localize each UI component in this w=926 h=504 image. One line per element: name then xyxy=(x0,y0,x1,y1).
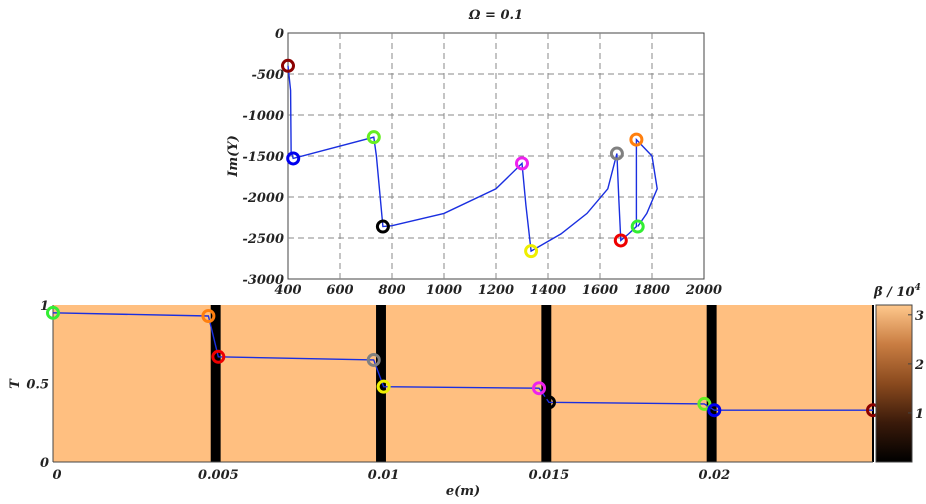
top-chart-marker xyxy=(524,244,539,259)
bottom-chart-x-tick-label: 0.01 xyxy=(368,468,400,483)
top-chart-y-tick-label: -3000 xyxy=(242,273,284,288)
bottom-chart-marker xyxy=(201,308,216,323)
bottom-chart-band xyxy=(210,305,221,462)
top-chart-markers xyxy=(281,58,645,259)
top-chart-y-tick-label: -2000 xyxy=(242,191,284,206)
top-chart-y-tick-label: 0 xyxy=(275,27,284,42)
top-chart-trajectory-line xyxy=(287,65,658,253)
top-chart-series xyxy=(287,65,658,253)
top-chart-x-tick-label: 600 xyxy=(326,283,353,298)
bottom-chart-marker xyxy=(46,305,60,320)
colorbar-label-exponent: 4 xyxy=(915,283,921,293)
bottom-chart-band xyxy=(706,305,717,462)
top-chart-marker xyxy=(366,130,381,145)
top-chart-x-tick-label: 1000 xyxy=(426,283,462,298)
top-chart-x-tick-label: 800 xyxy=(378,283,405,298)
top-chart-x-tick-label: 1200 xyxy=(478,283,514,298)
top-chart-marker xyxy=(375,219,390,234)
top-chart-grid xyxy=(288,33,704,279)
bottom-chart-marker xyxy=(376,379,391,394)
top-chart-y-tick-label: -500 xyxy=(251,68,284,83)
top-chart-y-tick-label: -1000 xyxy=(242,109,284,124)
top-chart-marker xyxy=(630,219,645,234)
bottom-chart-x-tick-label: 0.005 xyxy=(198,468,239,483)
bottom-chart-y-axis-label: T xyxy=(8,378,23,389)
bottom-chart-y-tick-label: 1 xyxy=(40,299,49,314)
colorbar-ticks: 1 2 3 xyxy=(908,309,924,422)
bottom-chart-band xyxy=(376,305,386,462)
bottom-chart-bands xyxy=(210,305,717,462)
bottom-chart-marker xyxy=(697,396,712,411)
top-chart-x-tick-label: 1600 xyxy=(582,283,618,298)
top-chart-marker xyxy=(281,58,295,73)
colorbar-tick-label: 2 xyxy=(914,358,924,373)
bottom-chart-y-tick-label: 0.5 xyxy=(26,378,49,393)
colorbar-tick-label: 3 xyxy=(915,309,924,324)
top-chart-y-tick-label: -2500 xyxy=(242,232,284,247)
colorbar-label-base: β / 10 xyxy=(873,285,915,300)
top-chart-marker xyxy=(515,156,529,171)
bottom-chart-marker xyxy=(366,352,381,367)
top-chart-marker xyxy=(629,132,644,147)
top-chart-x-tick-label: 400 xyxy=(274,283,301,298)
bottom-chart-marker xyxy=(211,349,226,364)
top-chart: Ω = 0.1 400 600 800 1000 1200 1400 1600 1800 200… xyxy=(226,8,722,298)
bottom-chart-y-tick-label: 0 xyxy=(40,456,49,471)
bottom-chart-x-axis-label: e(m) xyxy=(446,484,480,499)
top-chart-marker xyxy=(609,146,624,161)
top-chart-title: Ω = 0.1 xyxy=(468,8,523,23)
top-chart-y-ticks: 0 -500 -1000 -1500 -2000 -2500 -3000 xyxy=(242,27,284,288)
colorbar-label: β / 104 xyxy=(873,283,921,300)
bottom-chart-markers xyxy=(46,305,880,418)
bottom-chart-marker xyxy=(532,381,547,396)
bottom-chart-marker xyxy=(707,403,722,418)
top-chart-marker xyxy=(613,233,628,248)
bottom-chart-plot-area xyxy=(53,305,873,462)
top-chart-x-ticks: 400 600 800 1000 1200 1400 1600 1800 2000 xyxy=(274,283,722,298)
top-chart-x-tick-label: 2000 xyxy=(685,283,722,298)
top-chart-marker xyxy=(286,151,301,166)
bottom-chart-y-ticks: 00.51 xyxy=(26,299,49,471)
colorbar-tick-label: 1 xyxy=(915,407,924,422)
bottom-chart: 0 0.005 0.01 0.015 0.02 00.51 e(m) T 123 β /… xyxy=(8,283,924,499)
bottom-chart-x-tick-label: 0.02 xyxy=(698,468,730,483)
bottom-chart-x-ticks: 0 0.005 0.01 0.015 0.02 xyxy=(52,468,730,483)
bottom-chart-x-tick-label: 0.015 xyxy=(529,468,570,483)
colorbar xyxy=(875,304,913,463)
top-chart-y-tick-label: -1500 xyxy=(242,150,284,165)
bottom-chart-band xyxy=(541,305,552,462)
top-chart-y-axis-label: Im(Y) xyxy=(226,135,241,177)
bottom-chart-x-tick-label: 0 xyxy=(52,468,61,483)
bottom-chart-marker xyxy=(541,395,556,410)
top-chart-x-tick-label: 1400 xyxy=(530,283,566,298)
top-chart-x-tick-label: 1800 xyxy=(634,283,670,298)
